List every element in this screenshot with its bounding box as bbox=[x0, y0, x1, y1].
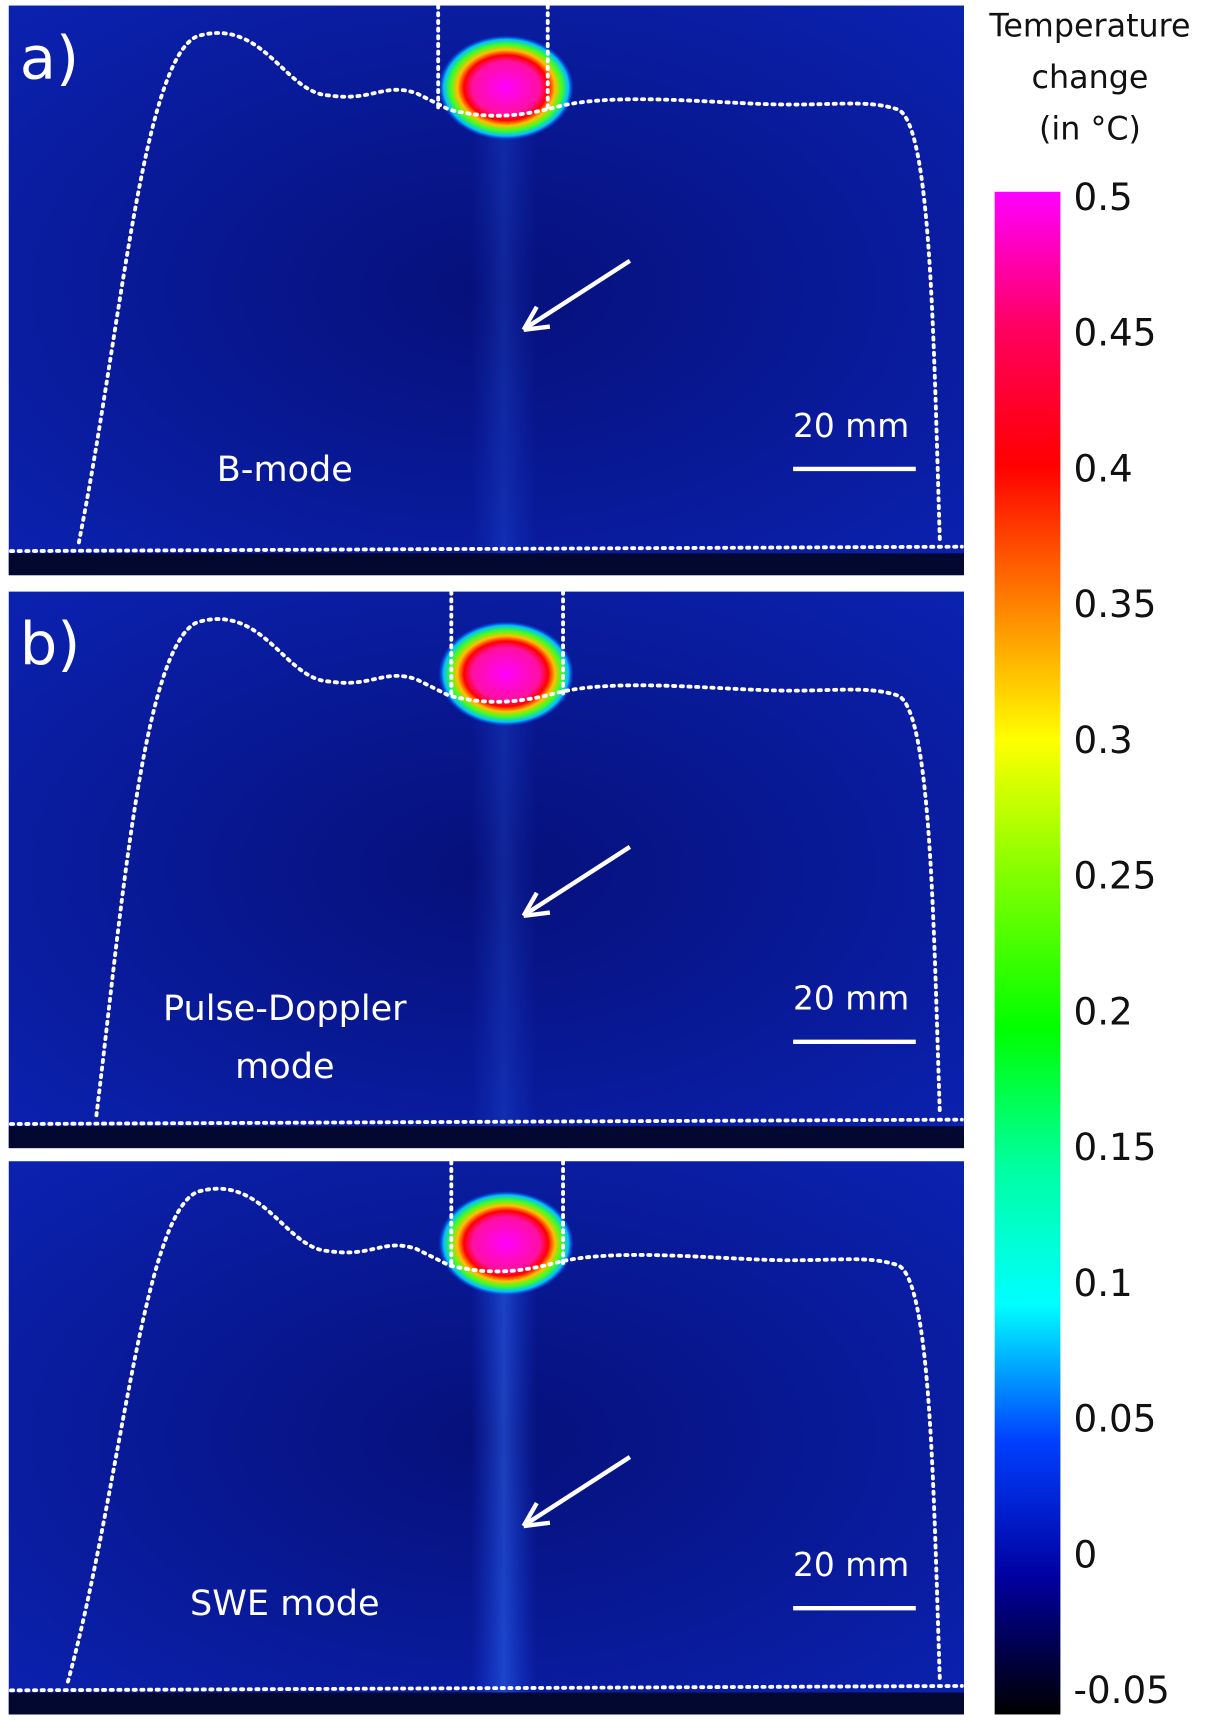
scale-bar-label: 20 mm bbox=[793, 406, 909, 445]
scale-bar-label: 20 mm bbox=[793, 1545, 909, 1584]
thermal-panel: SWE mode 20 mm bbox=[8, 1159, 965, 1715]
colorbar-tick-label: 0.45 bbox=[1074, 311, 1157, 355]
arrow-head bbox=[521, 305, 551, 332]
bottom-strip bbox=[8, 1692, 965, 1715]
arrow-shaft bbox=[526, 258, 632, 329]
phantom-outline bbox=[94, 617, 942, 1118]
colorbar-title: (in °C) bbox=[1039, 111, 1141, 147]
arrow-head bbox=[521, 1501, 551, 1529]
colorbar-tick-label: 0.3 bbox=[1074, 718, 1133, 762]
bottom-outline bbox=[9, 1684, 964, 1693]
arrow-shaft bbox=[526, 1455, 632, 1525]
hot-spot bbox=[438, 621, 575, 727]
scale-bar-label: 20 mm bbox=[793, 979, 909, 1018]
phantom-outline bbox=[76, 31, 942, 545]
mode-label: SWE mode bbox=[190, 1583, 380, 1624]
arrow-head bbox=[521, 891, 551, 919]
colorbar bbox=[994, 191, 1061, 1715]
colorbar-title: change bbox=[1032, 60, 1149, 96]
colorbar-tick-label: 0.05 bbox=[1074, 1397, 1157, 1441]
thermal-panel: b) Pulse-Doppler mode 20 mm bbox=[8, 589, 965, 1149]
colorbar-tick-label: -0.05 bbox=[1074, 1668, 1170, 1712]
mode-label: Pulse-Doppler bbox=[163, 988, 407, 1029]
colorbar-tick-label: 0.5 bbox=[1074, 175, 1133, 219]
mode-label: B-mode bbox=[217, 449, 353, 490]
bottom-outline bbox=[9, 1117, 964, 1126]
colorbar-tick-label: 0.25 bbox=[1074, 854, 1157, 898]
colorbar-tick-label: 0 bbox=[1074, 1532, 1098, 1576]
panel-label: b) bbox=[20, 610, 81, 679]
thermal-panel: a) B-mode 20 mm bbox=[8, 3, 965, 576]
bottom-outline bbox=[9, 544, 964, 553]
panel-label: a) bbox=[20, 24, 79, 93]
colorbar-tick-label: 0.15 bbox=[1074, 1125, 1157, 1169]
colorbar-tick-label: 0.2 bbox=[1074, 989, 1133, 1033]
heat-plume bbox=[471, 1259, 537, 1693]
hot-spot bbox=[438, 1190, 575, 1296]
mode-label: mode bbox=[235, 1046, 334, 1087]
colorbar-title: Temperature bbox=[988, 8, 1190, 44]
phantom-outline bbox=[66, 1186, 942, 1684]
hot-spot bbox=[438, 35, 575, 141]
colorbar-tick-label: 0.35 bbox=[1074, 582, 1157, 626]
colorbar-tick-label: 0.1 bbox=[1074, 1261, 1133, 1305]
colorbar-tick-label: 0.4 bbox=[1074, 446, 1133, 490]
arrow-shaft bbox=[526, 845, 632, 915]
bottom-strip bbox=[8, 553, 965, 576]
bottom-strip bbox=[8, 1126, 965, 1149]
